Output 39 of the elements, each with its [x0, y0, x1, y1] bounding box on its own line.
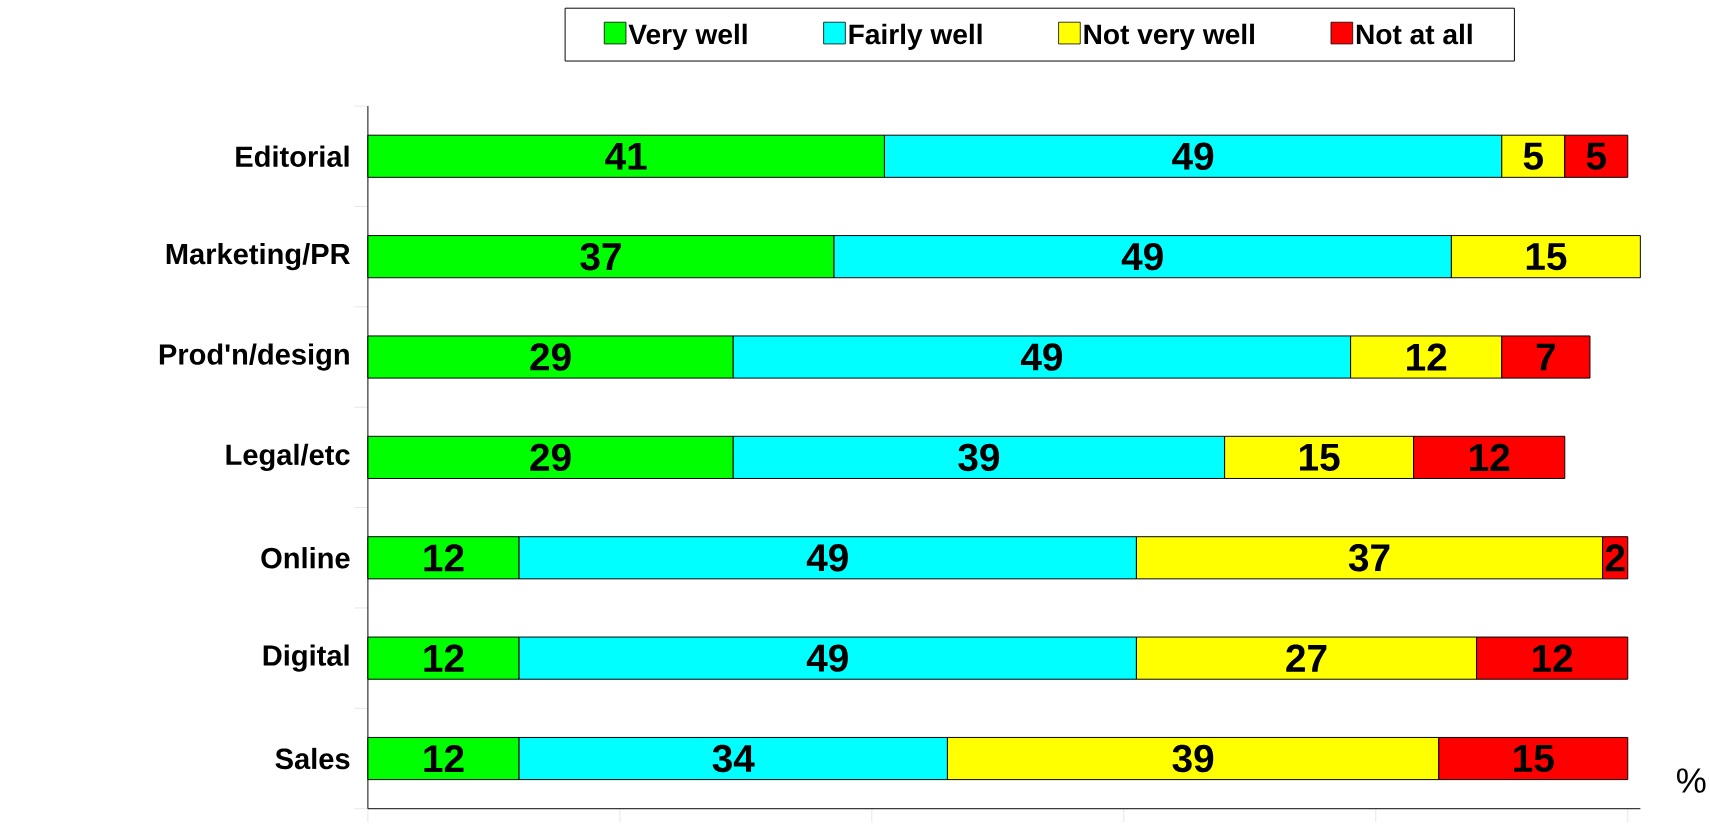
y-tick-label: Marketing/PR: [166, 242, 351, 271]
y-tick-label: Legal/etc: [226, 443, 350, 471]
data-label: 41: [605, 142, 647, 170]
data-label: 49: [806, 543, 848, 572]
data-label: 39: [958, 443, 1000, 472]
data-label: 29: [530, 443, 571, 472]
data-label: 12: [1407, 343, 1447, 371]
y-tick-label: Editorial: [236, 145, 349, 167]
data-label: 12: [424, 744, 464, 772]
data-label: 5: [1523, 142, 1543, 170]
legend-label: Not very well: [1084, 23, 1254, 50]
data-label: 15: [1514, 744, 1554, 772]
data-label: 15: [1299, 443, 1340, 471]
data-label: 12: [1470, 443, 1510, 471]
data-label: 34: [712, 744, 755, 773]
data-label: 15: [1526, 243, 1567, 271]
data-label: 49: [1172, 142, 1214, 170]
data-label: 12: [1533, 644, 1573, 672]
data-label: 39: [1172, 744, 1214, 773]
data-label: 49: [1121, 242, 1163, 271]
y-tick-label: Online: [261, 546, 350, 569]
data-label: 29: [530, 343, 571, 371]
data-label: 5: [1586, 142, 1606, 170]
data-label: 27: [1286, 644, 1327, 672]
data-label: 12: [424, 544, 464, 572]
data-label: 7: [1536, 343, 1555, 371]
data-label: 12: [424, 644, 464, 672]
legend-label: Fairly well: [849, 23, 982, 50]
data-label: 37: [1348, 543, 1390, 572]
data-label: 37: [580, 242, 621, 271]
y-tick-label: Digital: [263, 644, 349, 672]
data-label: 49: [806, 644, 848, 672]
y-tick-label: Prod'n/design: [159, 343, 349, 371]
data-label: 2: [1605, 544, 1625, 572]
x-axis-title: %: [1677, 768, 1706, 793]
data-label: 49: [1020, 343, 1063, 371]
legend-label: Not at all: [1356, 23, 1472, 45]
y-tick-label: Sales: [275, 747, 350, 770]
legend-label: Very well: [628, 23, 747, 50]
